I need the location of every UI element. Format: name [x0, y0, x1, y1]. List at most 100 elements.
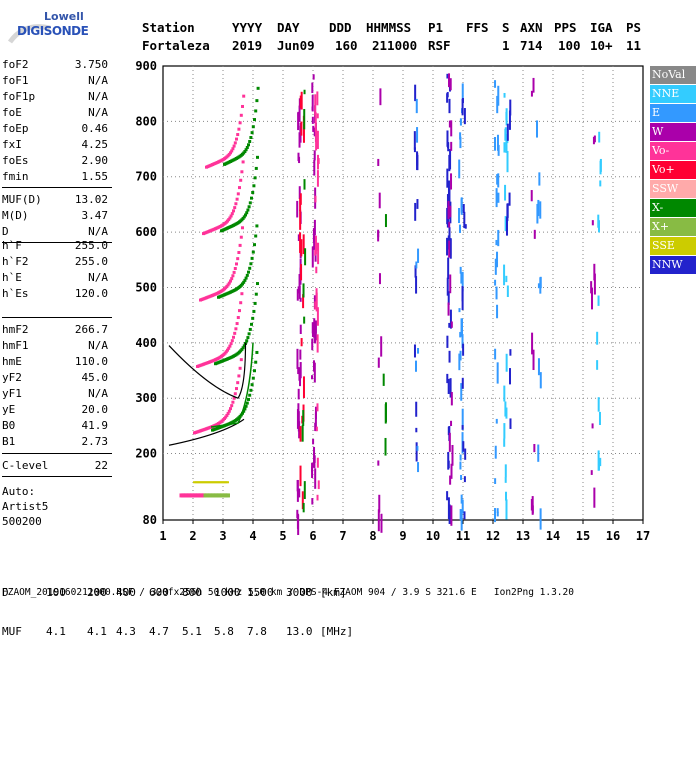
echo-streak — [302, 410, 305, 426]
echo-streak — [596, 360, 599, 370]
echo-streak — [314, 301, 317, 310]
f2-trace-point — [229, 342, 233, 346]
header-label: PPS — [554, 20, 577, 35]
f2-trace-point — [250, 196, 253, 200]
echo-streak — [449, 149, 452, 170]
density-profile-upper — [168, 342, 247, 399]
echo-streak — [302, 376, 305, 399]
header-value: 714 — [520, 38, 543, 53]
f2-trace-point — [233, 392, 237, 396]
echo-streak — [593, 263, 596, 281]
echo-streak — [497, 229, 500, 247]
f2-trace-point — [247, 397, 250, 401]
f2-trace-point — [225, 284, 229, 288]
echo-streak — [505, 491, 508, 501]
f2-trace-point — [248, 201, 252, 205]
x-tick-label: 8 — [369, 529, 376, 543]
echo-streak — [497, 144, 500, 156]
echo-streak — [533, 443, 536, 453]
f2-trace-point — [254, 109, 258, 113]
f2-trace-point — [240, 292, 244, 296]
f2-trace-point — [247, 270, 250, 274]
f2-trace-point — [238, 243, 242, 247]
param-value: 0.46 — [81, 122, 109, 135]
echo-streak — [296, 479, 299, 502]
x-tick-label: 12 — [486, 529, 500, 543]
f2-trace-point — [232, 209, 235, 213]
param-row: fmin 1.55 — [2, 170, 108, 186]
echo-streak — [463, 108, 466, 125]
echo-streak — [301, 424, 304, 442]
f2-trace-point — [240, 347, 244, 351]
echo-streak — [463, 511, 466, 520]
echo-streak — [497, 173, 500, 188]
echo-streak — [298, 488, 301, 498]
legend-item-sse: SSE — [650, 237, 696, 255]
param-value: 3.750 — [74, 58, 108, 71]
echo-streak — [460, 494, 463, 504]
echo-streak — [297, 286, 300, 294]
x-tick-label: 10 — [426, 529, 440, 543]
muf-cell: 400 — [116, 586, 136, 599]
f2-trace-point — [241, 104, 244, 108]
echo-streak — [447, 200, 450, 220]
header-value: 11 — [626, 38, 642, 53]
muf-cell: 600 — [149, 586, 169, 599]
muf-cell: 100 — [46, 586, 66, 599]
legend-item-noval: NoVal — [650, 66, 696, 84]
echo-streak — [591, 423, 594, 429]
param-label: foF2 — [2, 58, 29, 71]
echo-streak — [460, 318, 463, 333]
echo-streak — [413, 344, 416, 358]
echo-streak — [531, 332, 534, 355]
x-mode-fit — [210, 342, 254, 428]
x-tick-label: 13 — [516, 529, 530, 543]
echo-streak — [503, 264, 506, 286]
echo-streak — [461, 334, 464, 349]
echo-streak — [449, 274, 452, 294]
echo-streak — [312, 74, 315, 80]
echo-streak — [415, 360, 418, 372]
echo-streak — [537, 358, 540, 376]
echo-streak — [299, 95, 302, 109]
echo-streak — [316, 91, 319, 106]
echo-streak — [447, 497, 450, 520]
echo-streak — [313, 127, 316, 137]
f2-trace-point — [227, 152, 231, 156]
param-row: hmF2 266.7 — [2, 323, 108, 339]
f2-trace-point — [247, 205, 251, 209]
echo-streak — [505, 353, 508, 372]
param-value: 110.0 — [74, 355, 108, 368]
echo-streak — [311, 94, 314, 112]
muf-cell: 4.1 — [46, 625, 66, 638]
y-tick-label: 80 — [143, 513, 157, 527]
f2-trace-point — [243, 407, 247, 411]
param-label: B1 — [2, 435, 16, 448]
echo-streak — [311, 116, 314, 124]
param-value: 120.0 — [74, 287, 108, 300]
echo-streak — [316, 457, 319, 468]
header-label: P1 — [428, 20, 444, 35]
echo-streak — [506, 123, 509, 141]
echo-streak — [314, 195, 317, 203]
echo-streak — [314, 412, 317, 432]
echo-streak — [461, 377, 464, 389]
echo-streak — [316, 334, 319, 353]
echo-streak — [461, 286, 464, 302]
f2-trace-point — [244, 404, 248, 408]
f2-trace-point — [241, 282, 244, 286]
f2-trace-point — [256, 155, 259, 159]
echo-streak — [313, 362, 316, 383]
header-value: 2019 — [232, 38, 263, 53]
f2-trace-point — [225, 413, 229, 417]
echo-streak — [302, 502, 305, 513]
echo-streak — [591, 287, 594, 310]
muf-cell: 1500 — [247, 586, 274, 599]
param-value: 13.02 — [74, 193, 108, 206]
f2-trace-point — [235, 322, 239, 326]
f2-trace-point — [234, 327, 238, 331]
param-value: N/A — [88, 225, 108, 238]
echo-streak — [494, 279, 497, 286]
param-value: 1.55 — [81, 170, 109, 183]
f2-trace-point — [241, 226, 244, 230]
